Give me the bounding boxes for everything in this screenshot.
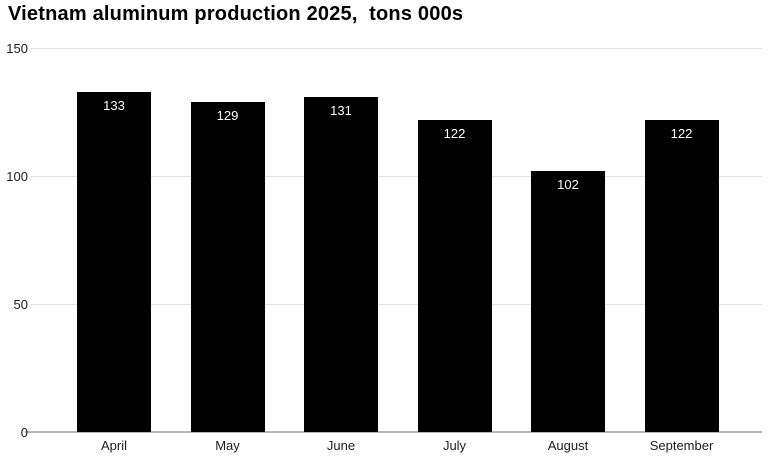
gridline [31, 176, 762, 177]
x-axis-category-label: June [326, 438, 356, 453]
bar-june [304, 96, 378, 432]
x-axis-category-label: May [215, 438, 240, 453]
y-axis-tick-label: 0 [20, 425, 28, 440]
y-axis-tick-label: 150 [6, 41, 28, 56]
y-axis-tick-label: 50 [13, 297, 28, 312]
x-axis-category-label: April [100, 438, 127, 453]
x-axis-category-label: September [649, 438, 714, 453]
chart-title: Vietnam aluminum production 2025, tons 0… [8, 3, 464, 25]
bar-value-label: 129 [216, 107, 239, 123]
gridline [31, 48, 762, 49]
x-axis-category-label: July [442, 438, 467, 453]
bar-july [417, 119, 492, 432]
bar-value-label: 122 [443, 125, 466, 141]
y-axis-tick-label: 100 [6, 169, 28, 184]
bar-value-label: 102 [557, 176, 579, 192]
gridline [31, 304, 762, 305]
bar-august [531, 170, 605, 432]
bar-value-label: 133 [103, 97, 125, 113]
bar-value-label: 131 [330, 102, 352, 118]
x-axis-category-label: August [547, 438, 589, 453]
bar-value-label: 122 [670, 125, 693, 141]
bar-april [77, 91, 151, 432]
bar-may [190, 101, 265, 432]
x-axis-baseline [25, 431, 762, 433]
bar-september [644, 119, 719, 432]
